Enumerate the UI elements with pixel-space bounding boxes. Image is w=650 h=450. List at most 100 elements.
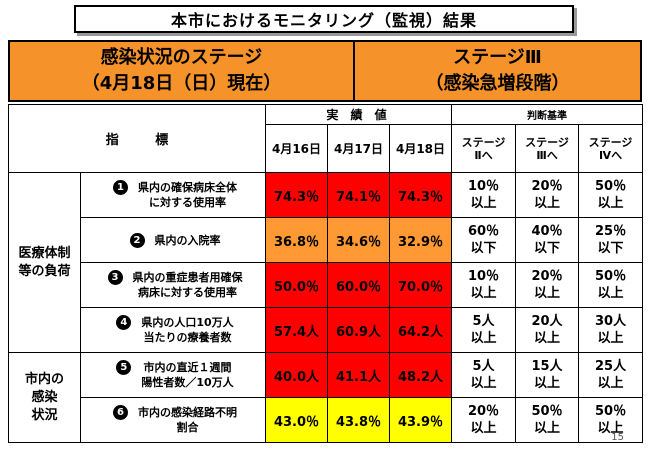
category-medical: 医療体制 等の負荷 xyxy=(8,172,81,353)
threshold-value: 20人 xyxy=(531,314,563,329)
threshold-cell: 20％ 以上 xyxy=(515,262,580,308)
indicator-line: に対する使用率 xyxy=(149,196,226,209)
threshold-dir: 以上 xyxy=(597,286,624,301)
threshold-value: 20％ xyxy=(467,404,500,419)
indicator-1: 1 県内の確保病床全体 に対する使用率 xyxy=(80,172,266,218)
threshold-cell: 20％ 以上 xyxy=(515,172,580,218)
threshold-value: 10％ xyxy=(467,269,500,284)
page-number: 15 xyxy=(611,432,624,443)
value-cell: 40.0人 xyxy=(265,352,328,398)
threshold-cell: 10％ 以上 xyxy=(451,262,517,308)
indicator-line: 病床に対する使用率 xyxy=(138,286,237,299)
indicator-2: 2 県内の入院率 xyxy=(80,217,266,263)
value-cell: 64.2人 xyxy=(388,307,453,353)
indicator-3: 3 県内の重症患者用確保 病床に対する使用率 xyxy=(80,262,266,308)
value-cell: 32.9％ xyxy=(388,217,453,263)
value-cell: 60.0％ xyxy=(327,262,390,308)
threshold-cell: 20人 以上 xyxy=(515,307,580,353)
threshold-dir: 以上 xyxy=(470,286,497,301)
value-cell: 34.6％ xyxy=(327,217,390,263)
indicator-4: 4 県内の人口10万人 当たりの療養者数 xyxy=(80,307,266,353)
value-cell: 41.1人 xyxy=(327,352,390,398)
threshold-value: 50％ xyxy=(594,269,627,284)
threshold-dir: 以上 xyxy=(470,421,497,436)
table-row: 4 県内の人口10万人 当たりの療養者数 57.4人 60.9人 64.2人 5人以… xyxy=(9,307,644,353)
value-cell: 48.2人 xyxy=(388,352,453,398)
stage-banner-left: 感染状況のステージ （4月18日（日）現在） xyxy=(10,42,355,100)
number-badge-icon: 3 xyxy=(107,270,123,285)
header-date: 4月16日 xyxy=(265,124,328,173)
threshold-cell: 5人 以上 xyxy=(451,352,517,398)
stage-banner-right: ステージⅢ （感染急増段階） xyxy=(355,42,640,100)
number-badge-icon: 1 xyxy=(113,180,128,195)
indicator-line: 県内の重症患者用確保 xyxy=(132,271,243,284)
threshold-dir: 以上 xyxy=(534,196,561,211)
indicator-6: 6 市内の感染経路不明 割合 xyxy=(80,397,266,443)
threshold-cell: 15人 以上 xyxy=(515,352,580,398)
value-cell: 43.0％ xyxy=(265,397,328,443)
value-cell: 70.0％ xyxy=(388,262,453,308)
header-date: 4月18日 xyxy=(388,124,453,173)
banner-right-line1: ステージⅢ xyxy=(453,47,542,68)
threshold-cell: 10％ 以上 xyxy=(451,172,517,218)
indicator-line: 割合 xyxy=(176,421,199,434)
category-line: 医療体制 xyxy=(18,245,71,261)
threshold-value: 25％ xyxy=(594,224,627,239)
stage-label: ステージ xyxy=(525,135,569,149)
value-cell: 43.8％ xyxy=(327,397,390,443)
threshold-cell: 40％ 以下 xyxy=(515,217,580,263)
page-title: 本市におけるモニタリング（監視）結果 xyxy=(74,5,574,33)
threshold-value: 15人 xyxy=(531,359,563,374)
threshold-cell: 50％ 以上 xyxy=(515,397,580,443)
threshold-cell: 25％ 以下 xyxy=(578,217,644,263)
threshold-dir: 以下 xyxy=(470,241,497,256)
indicator-line: 県内の入院率 xyxy=(154,233,221,247)
threshold-dir: 以上 xyxy=(534,421,561,436)
table-row: 市内の 感染 状況 5 市内の直近１週間 陽性者数／10万人 40.0人 41.1人… xyxy=(8,352,644,443)
threshold-dir: 以上 xyxy=(597,376,624,391)
value-cell: 60.9人 xyxy=(327,307,390,353)
header-stage-3: ステージ Ⅲへ xyxy=(515,124,580,173)
threshold-dir: 以下 xyxy=(597,241,624,256)
header-judge: 判断基準 xyxy=(451,104,644,125)
table-row: 医療体制 等の負荷 1 県内の確保病床全体 に対する使用率 74.3％ 74.1％ … xyxy=(8,172,644,353)
threshold-value: 30人 xyxy=(594,314,627,329)
stage-level: Ⅳへ xyxy=(598,148,623,162)
threshold-cell: 20％ 以上 xyxy=(451,397,517,443)
indicator-line: 陽性者数／10万人 xyxy=(141,376,234,389)
header-indicator: 指 標 xyxy=(8,104,266,173)
category-line: 等の負荷 xyxy=(18,263,71,279)
threshold-value: 50％ xyxy=(594,404,627,419)
table-row: 2 県内の入院率 36.8％ 34.6％ 32.9％ 60％ 以下 40％ 以下 25… xyxy=(9,217,644,263)
value-cell: 74.3％ xyxy=(265,172,328,218)
threshold-dir: 以上 xyxy=(597,196,624,211)
threshold-value: 25人 xyxy=(594,359,627,374)
table-row: 6 市内の感染経路不明 割合 43.0％ 43.8％ 43.9％ 20％ 以上 50％… xyxy=(9,397,644,443)
value-cell: 74.1％ xyxy=(327,172,390,218)
banner-left-line2: （4月18日（日）現在） xyxy=(81,73,282,94)
threshold-dir: 以上 xyxy=(597,331,624,346)
threshold-dir: 以上 xyxy=(597,421,624,436)
stage-level: Ⅲへ xyxy=(536,148,558,162)
threshold-value: 60％ xyxy=(467,224,500,239)
threshold-cell: 50％ 以上 xyxy=(578,397,644,443)
threshold-value: 20％ xyxy=(531,179,563,194)
table-row: 3 県内の重症患者用確保 病床に対する使用率 50.0％ 60.0％ 70.0％ 1… xyxy=(9,262,644,308)
number-badge-icon: 4 xyxy=(116,315,132,330)
value-cell: 36.8％ xyxy=(265,217,328,263)
threshold-value: 5人 xyxy=(472,314,495,329)
header-stage-4: ステージ Ⅳへ xyxy=(578,124,644,173)
indicator-5: 5 市内の直近１週間 陽性者数／10万人 xyxy=(80,352,266,398)
indicator-line: 県内の確保病床全体 xyxy=(138,181,237,194)
header-actual: 実 績 値 xyxy=(264,104,453,125)
threshold-value: 40％ xyxy=(531,224,563,239)
threshold-value: 5人 xyxy=(472,359,495,374)
stage-label: ステージ xyxy=(461,135,506,149)
value-cell: 50.0％ xyxy=(265,262,328,308)
threshold-dir: 以上 xyxy=(470,196,497,211)
threshold-cell: 25人以上 xyxy=(578,352,644,398)
threshold-value: 50％ xyxy=(531,404,563,419)
banner-right-line2: （感染急増段階） xyxy=(425,73,570,94)
threshold-dir: 以上 xyxy=(534,286,561,301)
indicator-line: 当たりの療養者数 xyxy=(143,331,232,344)
